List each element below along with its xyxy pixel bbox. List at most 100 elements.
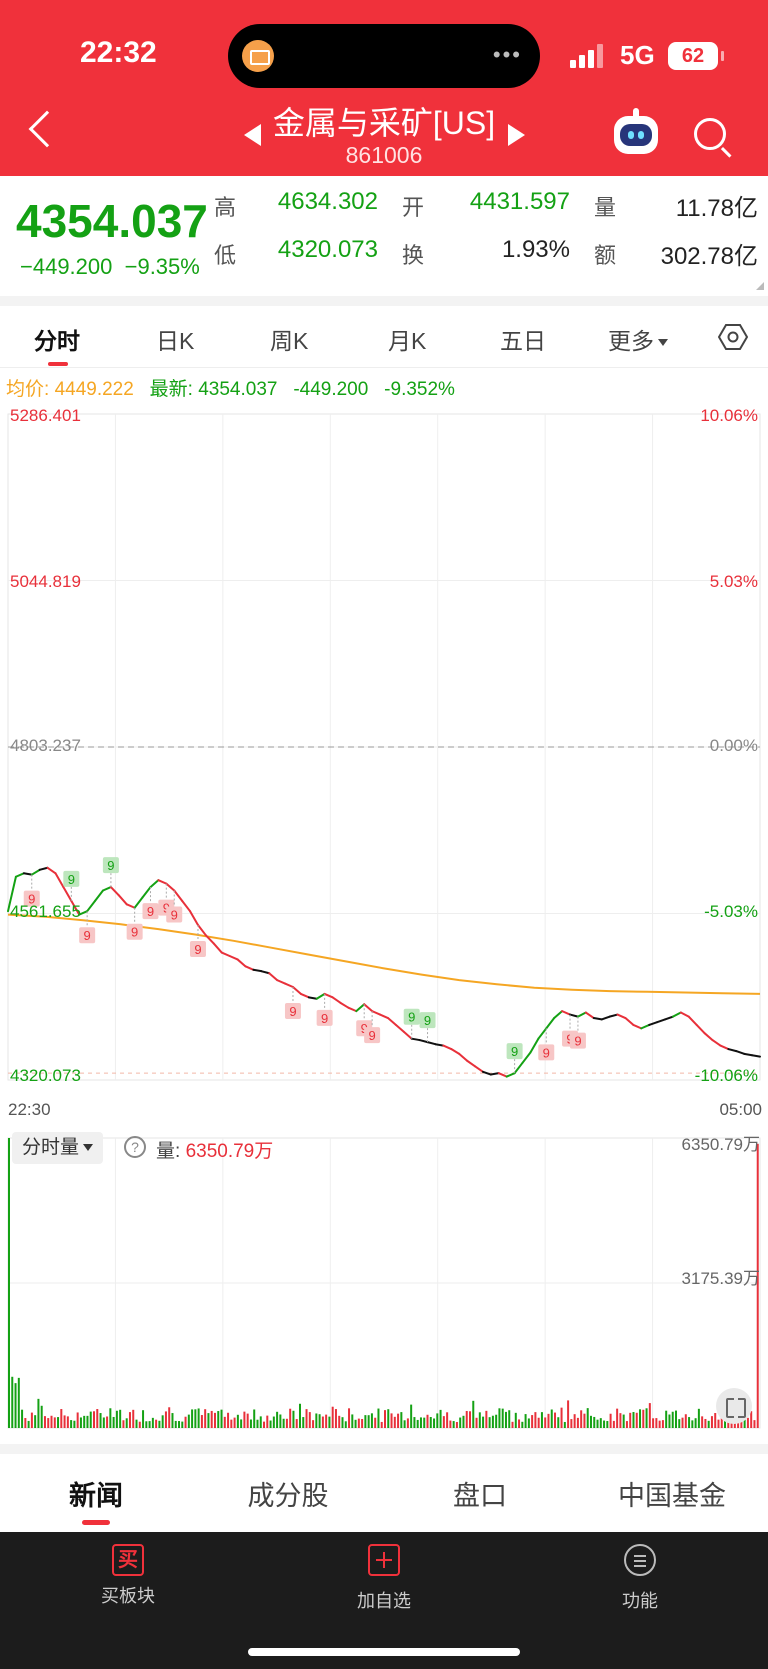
volume-bar xyxy=(161,1415,164,1428)
help-icon[interactable]: ? xyxy=(124,1136,146,1158)
price-line-segment xyxy=(458,1052,469,1062)
marker-label: 9 xyxy=(147,904,154,919)
marker-label: 9 xyxy=(289,1004,296,1019)
volume-bar xyxy=(194,1409,197,1428)
price-line-segment xyxy=(14,872,25,878)
volume-bar xyxy=(210,1410,213,1428)
volume-bar xyxy=(717,1419,720,1428)
marker-badge xyxy=(403,1008,420,1025)
price-line-segment xyxy=(189,910,199,926)
marker-badge xyxy=(506,1043,523,1060)
volume-bar xyxy=(148,1421,151,1428)
price-line-segment xyxy=(355,1003,366,1013)
volume-bar xyxy=(475,1417,478,1428)
volume-bar xyxy=(665,1410,668,1428)
buy-sector-button[interactable]: 买 买板块 xyxy=(48,1544,208,1608)
volume-bar xyxy=(410,1404,413,1428)
volume-bar xyxy=(374,1417,377,1428)
back-icon[interactable] xyxy=(28,110,66,148)
volume-bar xyxy=(524,1414,527,1428)
volume-bar xyxy=(230,1419,233,1428)
tab-order-book[interactable]: 盘口 xyxy=(453,1481,507,1511)
volume-indicator-select[interactable]: 分时量 xyxy=(12,1132,104,1164)
price-line-segment xyxy=(656,1018,667,1024)
price-line-segment xyxy=(46,866,57,875)
price-line-segment xyxy=(181,899,192,913)
volume-bar xyxy=(256,1419,259,1428)
marker-badge xyxy=(142,903,159,920)
marker-badge xyxy=(419,1012,436,1029)
home-indicator xyxy=(248,1648,520,1656)
tab-constituents[interactable]: 成分股 xyxy=(247,1481,329,1511)
marker-badge xyxy=(569,1032,586,1049)
prev-stock-icon[interactable] xyxy=(244,124,261,146)
volume-bar xyxy=(645,1408,648,1428)
volume-bar xyxy=(145,1421,148,1428)
next-stock-icon[interactable] xyxy=(508,124,525,146)
volume-bar xyxy=(616,1408,619,1428)
tab-more[interactable]: 更多 xyxy=(608,322,668,356)
volume-bar xyxy=(24,1418,27,1428)
price-line-segment xyxy=(38,866,49,871)
price-line-segment xyxy=(78,910,89,916)
intraday-chart[interactable]: 9999999999999999999 xyxy=(0,396,768,1436)
tab-monthly-k[interactable]: 月K xyxy=(388,328,427,354)
tab-daily-k[interactable]: 日K xyxy=(156,328,195,354)
volume-bar xyxy=(403,1420,406,1428)
y-tick-right-1: 5.03% xyxy=(709,572,758,591)
volume-bar xyxy=(589,1415,592,1428)
volume-bar xyxy=(586,1408,589,1428)
tab-five-day[interactable]: 五日 xyxy=(500,328,546,354)
price-line-segment xyxy=(117,894,128,906)
tab-news[interactable]: 新闻 xyxy=(69,1481,123,1511)
tab-weekly-k[interactable]: 周K xyxy=(270,328,309,354)
price-line-segment xyxy=(584,1011,595,1020)
volume-bar xyxy=(11,1376,14,1428)
volume-bar xyxy=(753,1420,756,1428)
volume-bar xyxy=(334,1409,337,1428)
price-line-segment xyxy=(426,1041,437,1046)
price-line-segment xyxy=(276,979,287,985)
volume-bar xyxy=(174,1420,177,1428)
volume-bar xyxy=(465,1410,468,1428)
price-line-segment xyxy=(497,1072,508,1078)
volume-bar xyxy=(740,1417,743,1428)
volume-bar xyxy=(688,1417,691,1428)
fullscreen-icon[interactable] xyxy=(716,1388,752,1424)
tab-intraday[interactable]: 分时 xyxy=(34,328,80,354)
volume-bar xyxy=(47,1418,50,1428)
stat-label-volume: 量 xyxy=(594,195,617,220)
volume-bar xyxy=(73,1420,76,1428)
search-icon[interactable] xyxy=(694,118,726,150)
price-line-segment xyxy=(339,1001,350,1009)
marker-badge xyxy=(79,927,96,944)
add-watchlist-button[interactable]: 加自选 xyxy=(304,1544,464,1613)
volume-bar xyxy=(452,1421,455,1428)
volume-bar xyxy=(204,1409,207,1428)
avg-price-line xyxy=(7,913,761,995)
functions-button[interactable]: 功能 xyxy=(560,1544,720,1613)
volume-bar xyxy=(292,1410,295,1428)
volume-bar xyxy=(295,1419,298,1428)
price-line-segment xyxy=(70,899,81,916)
stat-label-open: 开 xyxy=(402,195,425,220)
volume-bar xyxy=(341,1417,344,1428)
volume-bar xyxy=(635,1412,638,1428)
volume-bar xyxy=(325,1414,328,1428)
volume-bar xyxy=(426,1414,429,1428)
volume-bar xyxy=(632,1412,635,1428)
settings-icon[interactable] xyxy=(718,322,748,352)
volume-bar xyxy=(691,1420,694,1428)
volume-bar xyxy=(243,1411,246,1428)
robot-assistant-icon[interactable] xyxy=(614,108,658,154)
tab-china-funds[interactable]: 中国基金 xyxy=(618,1481,726,1511)
dynamic-island: ••• xyxy=(228,24,540,88)
price-info-line: 均价: 4449.222 最新: 4354.037 -449.200 -9.35… xyxy=(6,374,455,401)
marker-label: 9 xyxy=(194,942,201,957)
volume-bar xyxy=(187,1414,190,1428)
change-percent: −9.35% xyxy=(124,254,200,279)
price-line-segment xyxy=(592,1017,603,1021)
volume-bar xyxy=(298,1403,301,1428)
volume-bar xyxy=(557,1417,560,1428)
volume-bar xyxy=(390,1413,393,1428)
